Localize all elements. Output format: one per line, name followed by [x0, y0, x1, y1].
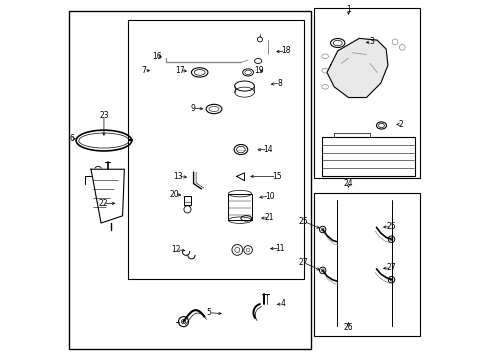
Text: 26: 26 — [343, 323, 353, 332]
Text: 27: 27 — [386, 264, 396, 273]
Bar — [69, 12, 310, 348]
Text: 11: 11 — [275, 244, 285, 253]
Text: 22: 22 — [98, 199, 107, 208]
Text: 1: 1 — [346, 5, 350, 14]
Text: 19: 19 — [253, 66, 263, 75]
Bar — [183, 196, 191, 205]
Polygon shape — [236, 173, 244, 181]
Bar — [128, 21, 303, 279]
Text: 9: 9 — [190, 104, 195, 113]
Text: 10: 10 — [264, 192, 274, 201]
Text: 12: 12 — [171, 246, 181, 255]
Text: 7: 7 — [142, 66, 146, 75]
Polygon shape — [91, 169, 124, 223]
Text: 4: 4 — [280, 299, 285, 308]
Text: 24: 24 — [343, 179, 353, 188]
Text: 14: 14 — [263, 145, 272, 154]
Text: 17: 17 — [175, 66, 184, 75]
Polygon shape — [326, 39, 387, 98]
Text: 5: 5 — [206, 308, 211, 317]
Text: 20: 20 — [169, 190, 179, 199]
Text: 2: 2 — [397, 120, 402, 129]
Bar — [321, 137, 414, 176]
Bar — [314, 8, 419, 178]
Text: 15: 15 — [271, 172, 281, 181]
Text: 3: 3 — [368, 37, 373, 46]
Text: 27: 27 — [298, 258, 308, 267]
Text: 18: 18 — [281, 46, 290, 55]
Text: 8: 8 — [277, 79, 282, 88]
Bar — [228, 194, 251, 220]
Text: 16: 16 — [151, 52, 161, 61]
Text: 13: 13 — [173, 172, 183, 181]
Text: 6: 6 — [69, 134, 74, 143]
Text: 25: 25 — [386, 222, 396, 231]
Text: 23: 23 — [99, 111, 108, 120]
Text: 25: 25 — [298, 217, 308, 226]
Text: 21: 21 — [264, 213, 274, 222]
Bar — [314, 193, 419, 336]
